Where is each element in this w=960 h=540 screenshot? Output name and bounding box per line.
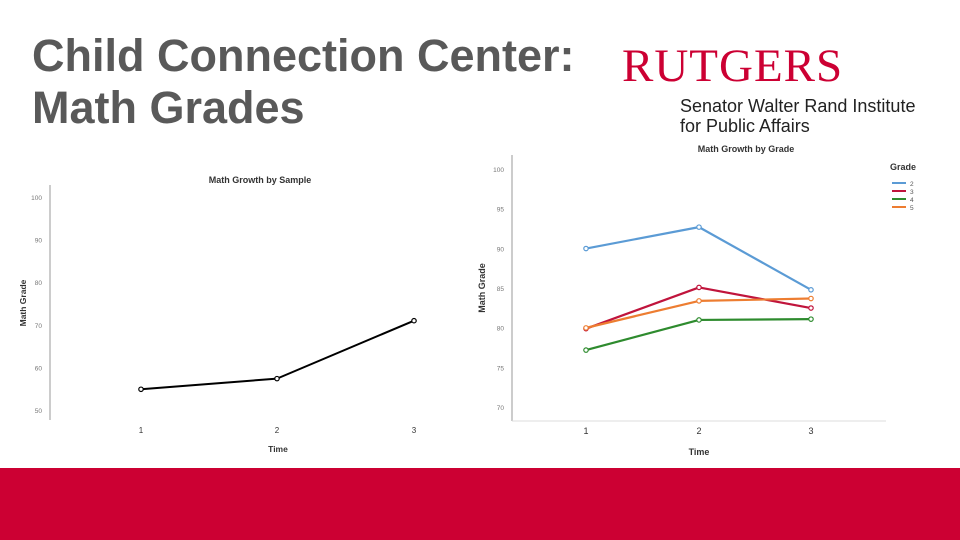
chart-title: Math Growth by Grade — [698, 144, 795, 154]
y-tick-label: 85 — [497, 286, 505, 293]
y-tick-label: 90 — [497, 246, 505, 253]
series-line-2 — [584, 226, 813, 291]
data-point — [583, 245, 589, 252]
x-tick-label: 1 — [583, 426, 588, 436]
y-tick-label: 80 — [497, 326, 505, 333]
x-tick-label: 3 — [412, 426, 417, 435]
y-tick-label: 70 — [35, 323, 43, 330]
slide-title-line1: Child Connection Center: — [32, 30, 575, 81]
logo-subtitle-line2: for Public Affairs — [680, 116, 810, 136]
y-tick-label: 100 — [493, 167, 504, 174]
y-axis-label: Math Grade — [477, 263, 487, 313]
slide-title-line2: Math Grades — [32, 82, 305, 133]
data-point — [808, 305, 814, 311]
x-axis-label: Time — [268, 444, 288, 454]
y-tick-label: 90 — [35, 238, 43, 245]
data-point — [696, 298, 702, 304]
legend-entry: 4 — [910, 197, 914, 204]
legend-entry: 3 — [910, 189, 914, 196]
data-point — [583, 325, 589, 331]
legend-title: Grade — [890, 162, 916, 172]
y-tick-label: 95 — [497, 207, 505, 214]
logo-wordmark: RUTGERS — [622, 40, 844, 92]
y-tick-label: 60 — [35, 365, 43, 372]
x-tick-label: 2 — [275, 426, 280, 435]
data-point — [808, 286, 814, 293]
slide-title: Child Connection Center: Math Grades — [32, 30, 574, 134]
data-point — [696, 284, 702, 291]
y-tick-label: 100 — [31, 195, 42, 202]
x-axis-label: Time — [689, 447, 710, 457]
legend-entry: 2 — [910, 181, 914, 188]
data-point — [808, 316, 814, 322]
footer-bar — [0, 468, 960, 540]
y-tick-label: 50 — [35, 408, 43, 415]
legend-entry: 5 — [910, 205, 914, 212]
data-point — [274, 375, 280, 382]
y-tick-label: 75 — [497, 365, 505, 372]
data-point — [808, 295, 814, 302]
data-point — [696, 224, 702, 230]
y-tick-label: 70 — [497, 405, 505, 412]
data-point — [411, 317, 417, 324]
x-tick-label: 2 — [696, 426, 701, 436]
data-point — [696, 317, 702, 323]
data-point — [138, 386, 144, 393]
x-tick-label: 3 — [808, 426, 813, 436]
rutgers-logo: RUTGERS Senator Walter Rand Institute fo… — [622, 40, 922, 152]
logo-subtitle: Senator Walter Rand Institute for Public… — [680, 96, 915, 136]
y-axis-label: Math Grade — [18, 279, 28, 326]
series-line-4 — [584, 318, 813, 352]
logo-subtitle-line1: Senator Walter Rand Institute — [680, 96, 916, 116]
data-point — [583, 347, 589, 353]
x-tick-label: 1 — [139, 426, 144, 435]
chart-title: Math Growth by Sample — [209, 175, 312, 185]
y-tick-label: 80 — [35, 280, 43, 287]
